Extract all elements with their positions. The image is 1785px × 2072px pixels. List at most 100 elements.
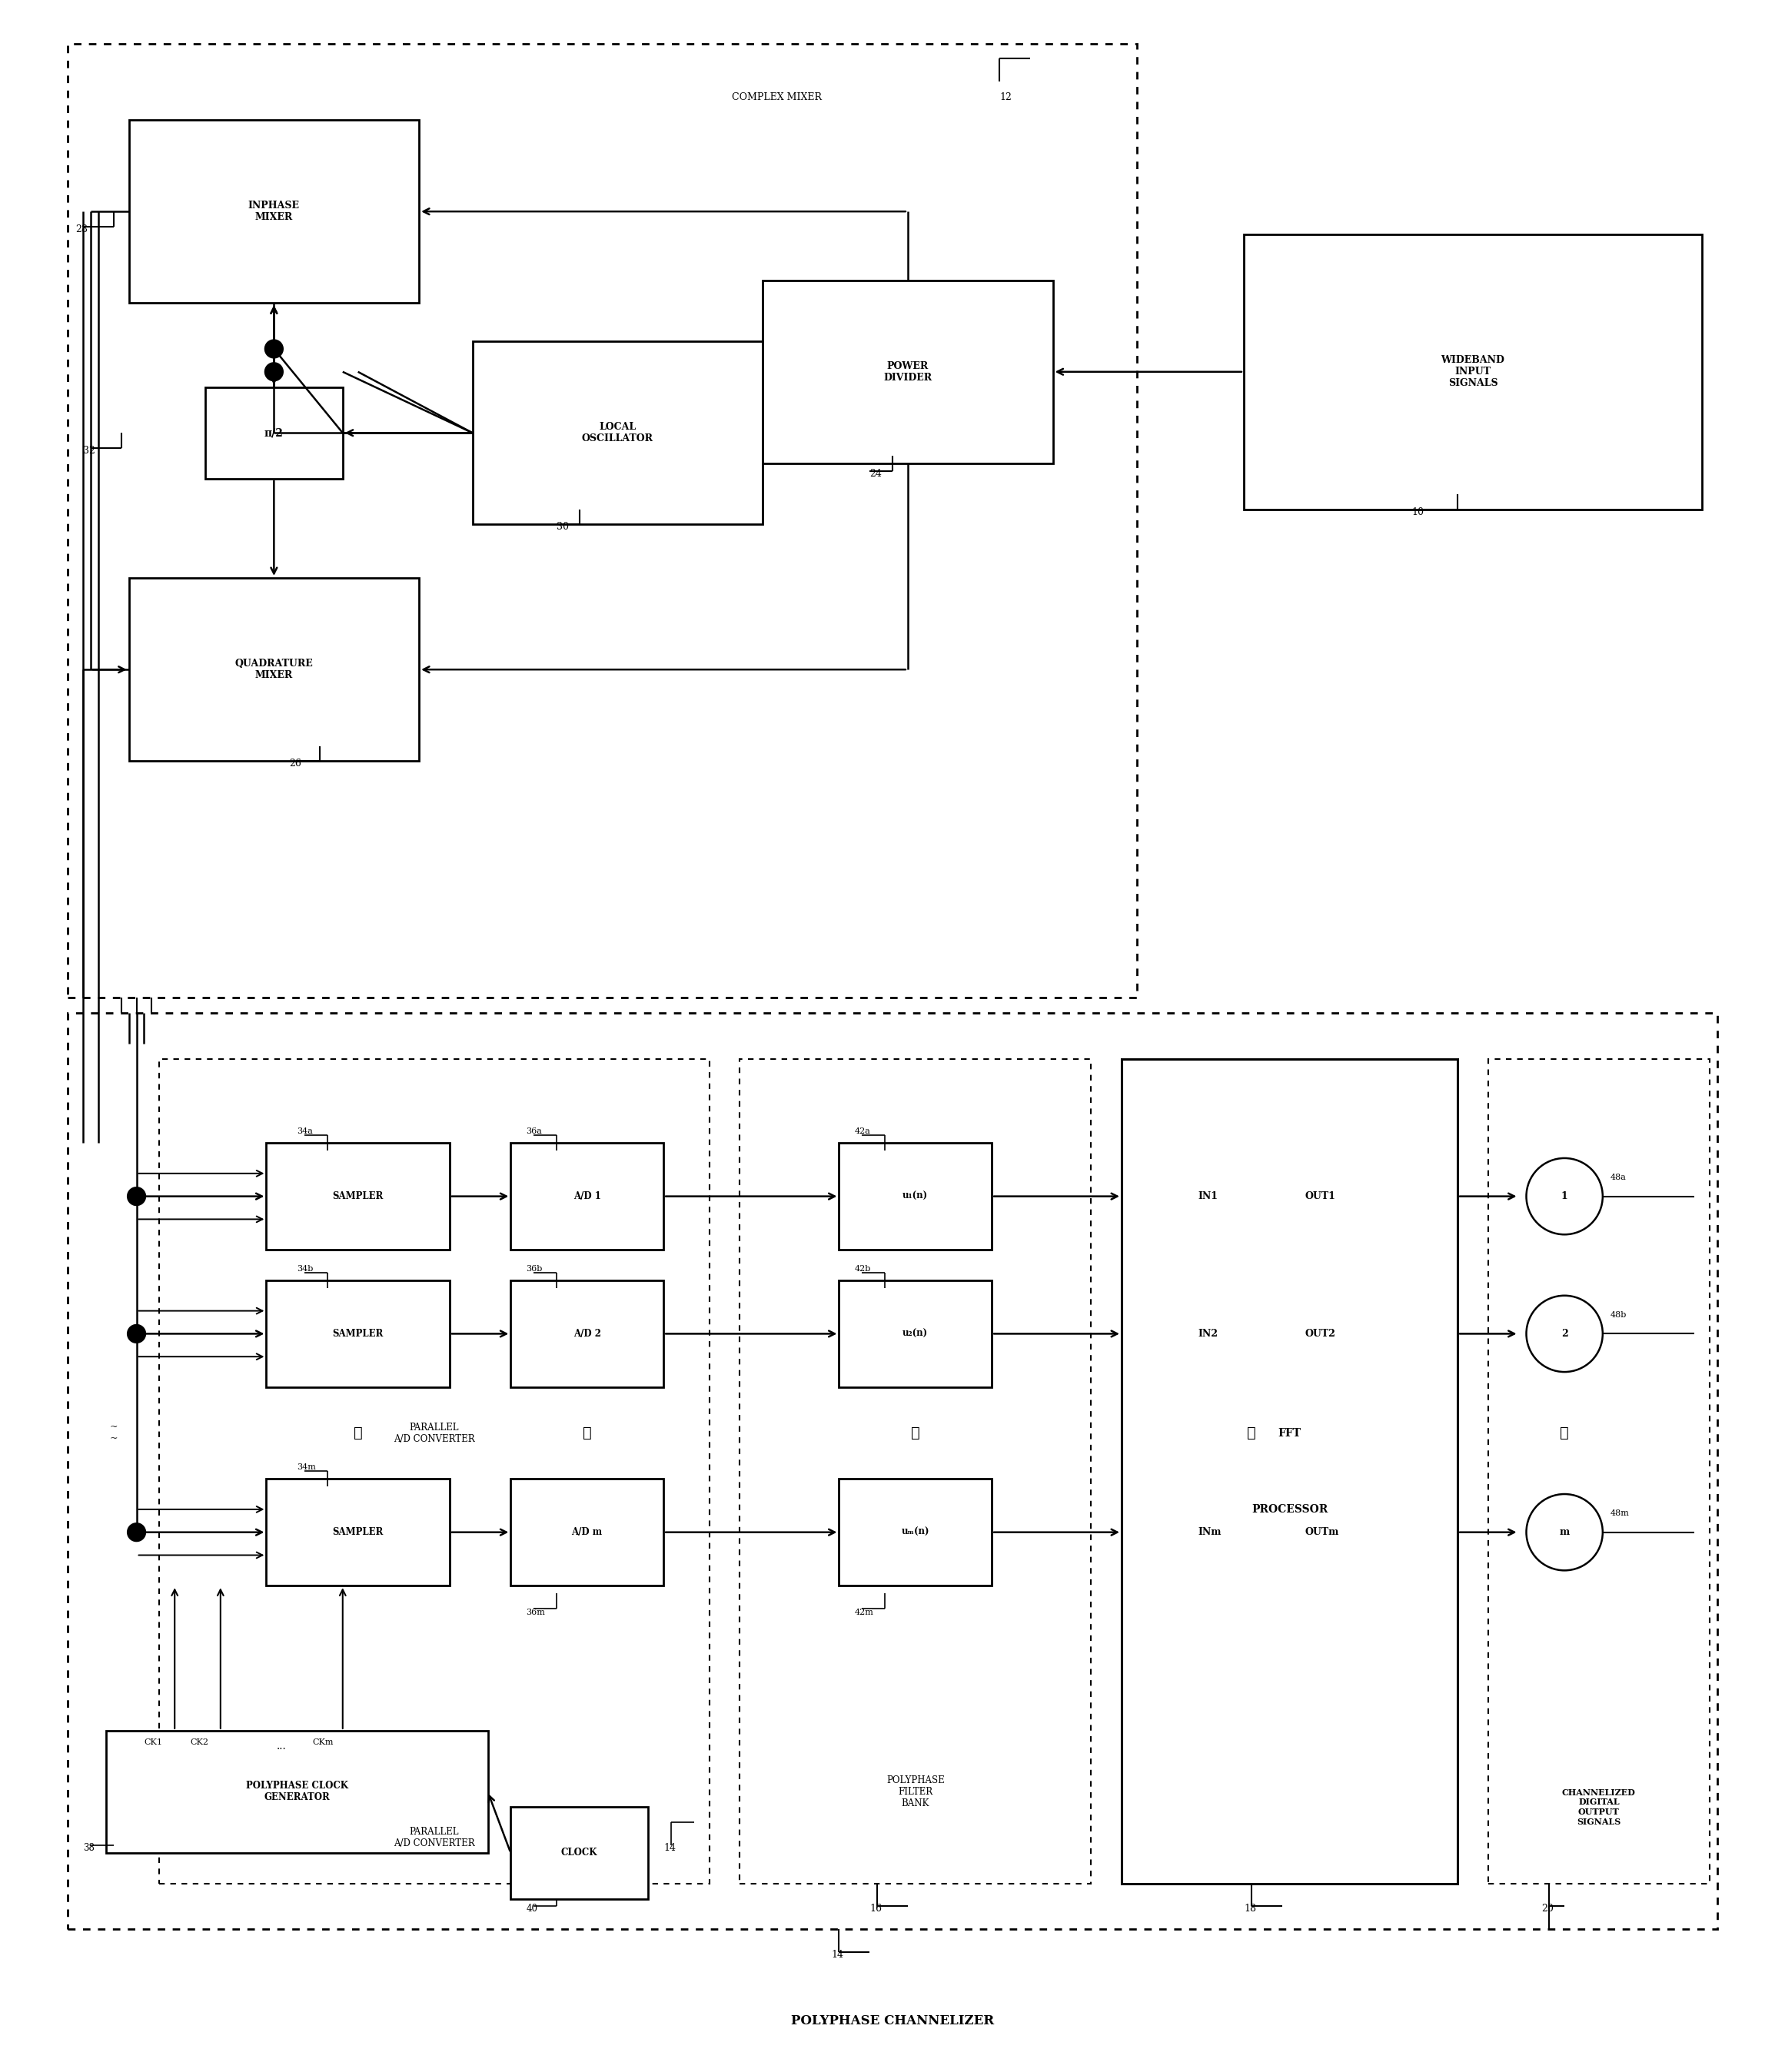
FancyBboxPatch shape <box>266 1280 450 1386</box>
Text: OUT2: OUT2 <box>1305 1328 1335 1339</box>
Text: 24: 24 <box>869 468 882 479</box>
Text: uₘ(n): uₘ(n) <box>901 1527 930 1537</box>
Text: A/D 1: A/D 1 <box>573 1191 602 1202</box>
FancyBboxPatch shape <box>266 1144 450 1249</box>
Text: 1: 1 <box>1562 1191 1567 1202</box>
Text: ⋮: ⋮ <box>353 1426 362 1440</box>
Text: PARALLEL
A/D CONVERTER: PARALLEL A/D CONVERTER <box>394 1421 475 1444</box>
Text: 14: 14 <box>832 1950 844 1960</box>
Bar <box>68 1013 1717 1929</box>
Text: u₁(n): u₁(n) <box>903 1191 928 1202</box>
Text: ...: ... <box>277 1740 286 1751</box>
Text: 48a: 48a <box>1610 1173 1626 1181</box>
Text: 34m: 34m <box>296 1463 316 1471</box>
Circle shape <box>1526 1295 1603 1372</box>
Text: CKm: CKm <box>312 1738 334 1747</box>
Text: m: m <box>1560 1527 1569 1537</box>
Text: PARALLEL
A/D CONVERTER: PARALLEL A/D CONVERTER <box>394 1828 475 1848</box>
Text: WIDEBAND
INPUT
SIGNALS: WIDEBAND INPUT SIGNALS <box>1440 354 1505 387</box>
Text: 36b: 36b <box>527 1266 543 1272</box>
Text: 14: 14 <box>664 1842 677 1852</box>
Text: IN1: IN1 <box>1198 1191 1217 1202</box>
FancyBboxPatch shape <box>511 1280 664 1386</box>
Text: POWER
DIVIDER: POWER DIVIDER <box>884 361 932 383</box>
Circle shape <box>127 1523 146 1542</box>
Text: 12: 12 <box>1000 91 1012 102</box>
Text: 30: 30 <box>557 522 569 533</box>
Text: ⋮: ⋮ <box>1560 1426 1569 1440</box>
FancyBboxPatch shape <box>1121 1059 1458 1883</box>
Circle shape <box>264 363 284 381</box>
Text: A/D m: A/D m <box>571 1527 603 1537</box>
Text: 48m: 48m <box>1610 1508 1630 1517</box>
Text: 26: 26 <box>289 758 302 769</box>
Text: CHANNELIZED
DIGITAL
OUTPUT
SIGNALS: CHANNELIZED DIGITAL OUTPUT SIGNALS <box>1562 1788 1635 1825</box>
Text: 28: 28 <box>75 224 87 234</box>
FancyBboxPatch shape <box>511 1807 648 1898</box>
Text: π/2: π/2 <box>264 427 284 439</box>
Text: PROCESSOR: PROCESSOR <box>1251 1504 1328 1515</box>
Bar <box>159 1059 709 1883</box>
FancyBboxPatch shape <box>129 120 419 303</box>
Text: POLYPHASE CHANNELIZER: POLYPHASE CHANNELIZER <box>791 2014 994 2026</box>
FancyBboxPatch shape <box>762 280 1053 464</box>
Text: 40: 40 <box>527 1904 537 1915</box>
Text: 32: 32 <box>84 445 95 456</box>
Text: FFT: FFT <box>1278 1428 1301 1438</box>
Text: OUT1: OUT1 <box>1305 1191 1335 1202</box>
FancyBboxPatch shape <box>839 1144 992 1249</box>
Text: ~
~: ~ ~ <box>109 1421 118 1444</box>
Text: POLYPHASE
FILTER
BANK: POLYPHASE FILTER BANK <box>887 1776 944 1809</box>
Circle shape <box>127 1187 146 1206</box>
Bar <box>68 44 1137 999</box>
Text: 20: 20 <box>1542 1904 1553 1915</box>
Text: 34a: 34a <box>296 1127 312 1135</box>
Text: INm: INm <box>1198 1527 1221 1537</box>
FancyBboxPatch shape <box>205 387 343 479</box>
Text: ⋮: ⋮ <box>1248 1426 1257 1440</box>
Text: IN2: IN2 <box>1198 1328 1217 1339</box>
FancyBboxPatch shape <box>839 1280 992 1386</box>
Text: SAMPLER: SAMPLER <box>332 1527 384 1537</box>
Text: POLYPHASE CLOCK
GENERATOR: POLYPHASE CLOCK GENERATOR <box>246 1782 348 1803</box>
Circle shape <box>127 1324 146 1343</box>
FancyBboxPatch shape <box>839 1479 992 1585</box>
Text: 42a: 42a <box>855 1127 871 1135</box>
Text: ⋮: ⋮ <box>582 1426 591 1440</box>
FancyBboxPatch shape <box>511 1144 664 1249</box>
Text: SAMPLER: SAMPLER <box>332 1191 384 1202</box>
Text: ⋮: ⋮ <box>910 1426 919 1440</box>
Text: 36a: 36a <box>527 1127 543 1135</box>
Text: 38: 38 <box>84 1842 95 1852</box>
FancyBboxPatch shape <box>129 578 419 760</box>
Circle shape <box>264 340 284 358</box>
FancyBboxPatch shape <box>511 1479 664 1585</box>
Text: CK1: CK1 <box>145 1738 162 1747</box>
Text: OUTm: OUTm <box>1305 1527 1339 1537</box>
Text: 18: 18 <box>1244 1904 1257 1915</box>
Text: 2: 2 <box>1562 1328 1567 1339</box>
Circle shape <box>1526 1494 1603 1571</box>
Text: COMPLEX MIXER: COMPLEX MIXER <box>732 91 823 102</box>
Text: u₂(n): u₂(n) <box>903 1328 928 1339</box>
Circle shape <box>1526 1158 1603 1235</box>
Text: A/D 2: A/D 2 <box>573 1328 602 1339</box>
Text: 34b: 34b <box>296 1266 314 1272</box>
FancyBboxPatch shape <box>266 1479 450 1585</box>
FancyBboxPatch shape <box>105 1730 487 1852</box>
Bar <box>1489 1059 1710 1883</box>
Text: LOCAL
OSCILLATOR: LOCAL OSCILLATOR <box>582 423 653 443</box>
Text: 48b: 48b <box>1610 1312 1626 1318</box>
Text: INPHASE
MIXER: INPHASE MIXER <box>248 201 300 222</box>
Text: 42b: 42b <box>855 1266 871 1272</box>
Text: CK2: CK2 <box>189 1738 209 1747</box>
Text: 42m: 42m <box>855 1608 873 1616</box>
Text: SAMPLER: SAMPLER <box>332 1328 384 1339</box>
FancyBboxPatch shape <box>473 342 762 524</box>
Text: 16: 16 <box>869 1904 882 1915</box>
Text: QUADRATURE
MIXER: QUADRATURE MIXER <box>236 659 312 680</box>
Text: CLOCK: CLOCK <box>560 1848 598 1859</box>
Text: 36m: 36m <box>527 1608 544 1616</box>
Text: 10: 10 <box>1412 508 1424 516</box>
FancyBboxPatch shape <box>1244 234 1701 510</box>
